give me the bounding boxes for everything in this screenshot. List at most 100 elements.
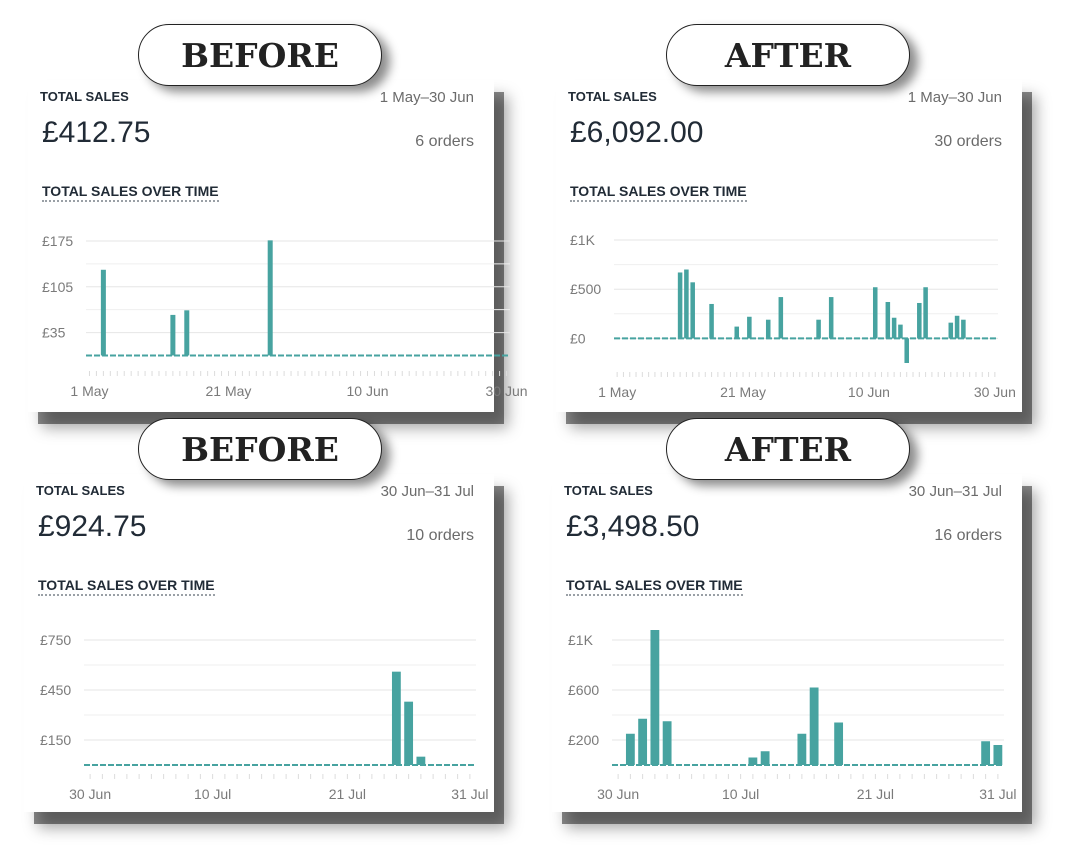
bar[interactable] [404,701,414,765]
x-tick-label: 1 May [598,384,636,400]
chart-subtitle[interactable]: TOTAL SALES OVER TIME [570,183,747,202]
bar[interactable] [765,319,771,339]
bar[interactable] [391,671,401,765]
panel-before-jun-jul: TOTAL SALES 30 Jun–31 Jul £924.75 10 ord… [24,418,524,838]
total-sales-label: TOTAL SALES [568,89,657,104]
bar[interactable] [948,322,954,339]
bar[interactable] [778,297,784,339]
sales-card: TOTAL SALES 30 Jun–31 Jul £3,498.50 16 o… [552,474,1022,812]
bar[interactable] [650,630,660,765]
before-label: BEFORE [138,24,382,86]
y-tick-label: £150 [40,732,71,748]
bar[interactable] [828,297,834,339]
x-tick-label: 30 Jun [69,786,111,802]
bar[interactable] [961,319,966,339]
sales-card: TOTAL SALES 1 May–30 Jun £6,092.00 30 or… [556,80,1022,412]
sales-chart: £150 £450 £750 30 Jun 10 Jul 21 Jul 31 Jul [40,632,489,802]
bar[interactable] [416,756,426,765]
total-sales-label: TOTAL SALES [40,89,129,104]
bar[interactable] [885,301,891,339]
total-sales-label: TOTAL SALES [36,483,125,498]
bar[interactable] [954,315,960,339]
x-tick-label: 21 May [720,384,766,400]
panel-before-may-jun: TOTAL SALES 1 May–30 Jun £412.75 6 order… [24,24,528,424]
bar[interactable] [816,319,821,339]
sales-chart: £0 £500 £1K 1 May 21 May 10 Jun 30 Jun [570,232,1016,400]
sales-chart: £35 £105 £175 1 May 21 May 10 Jun 30 Jun [42,233,528,399]
y-tick-label: £0 [570,330,586,346]
before-label: BEFORE [138,418,382,480]
bar[interactable] [709,303,714,339]
bar[interactable] [638,718,648,765]
order-count: 10 orders [406,527,474,544]
y-tick-label: £105 [42,279,73,295]
sales-chart: £200 £600 £1K 30 Jun 10 Jul 21 Jul 31 Jul [568,630,1017,802]
bar[interactable] [834,722,844,766]
chart-subtitle[interactable]: TOTAL SALES OVER TIME [42,183,219,202]
chart-subtitle[interactable]: TOTAL SALES OVER TIME [38,577,215,596]
bar[interactable] [100,269,106,356]
bar[interactable] [625,733,635,765]
order-count: 30 orders [934,133,1002,150]
bar[interactable] [684,269,689,339]
bar[interactable] [267,240,273,356]
chart-subtitle[interactable]: TOTAL SALES OVER TIME [566,577,743,596]
x-tick-label: 30 Jun [974,384,1016,400]
y-tick-label: £1K [570,232,596,248]
bar[interactable] [891,317,897,339]
y-tick-label: £175 [42,233,73,249]
date-range[interactable]: 1 May–30 Jun [379,89,474,106]
x-tick-label: 10 Jul [722,786,759,802]
date-range[interactable]: 1 May–30 Jun [907,89,1002,106]
x-tick-label: 10 Jul [194,786,231,802]
bar[interactable] [748,757,758,766]
y-tick-label: £600 [568,682,599,698]
order-count: 16 orders [934,527,1002,544]
sales-card: TOTAL SALES 30 Jun–31 Jul £924.75 10 ord… [24,474,494,812]
bar[interactable] [170,314,176,356]
total-amount: £3,498.50 [566,510,700,543]
bar[interactable] [184,310,190,356]
bar[interactable] [981,741,991,765]
bar[interactable] [690,282,695,339]
x-tick-label: 30 Jun [486,383,528,399]
total-sales-label: TOTAL SALES [564,483,653,498]
bar[interactable] [797,733,807,765]
panel-after-may-jun: TOTAL SALES 1 May–30 Jun £6,092.00 30 or… [552,24,1052,424]
x-tick-label: 10 Jun [346,383,388,399]
x-tick-label: 21 May [206,383,252,399]
total-amount: £924.75 [38,510,147,543]
bar[interactable] [747,316,752,339]
date-range[interactable]: 30 Jun–31 Jul [380,483,474,500]
bar[interactable] [760,751,770,765]
sales-card: TOTAL SALES 1 May–30 Jun £412.75 6 order… [28,80,528,412]
y-tick-label: £500 [570,281,601,297]
date-range[interactable]: 30 Jun–31 Jul [908,483,1002,500]
bar[interactable] [734,326,740,339]
x-tick-label: 31 Jul [451,786,488,802]
y-tick-label: £200 [568,732,599,748]
x-tick-label: 10 Jun [848,384,890,400]
x-tick-label: 31 Jul [979,786,1016,802]
x-tick-label: 21 Jul [329,786,366,802]
after-label: AFTER [666,24,910,86]
bar[interactable] [872,287,878,339]
panel-after-jun-jul: TOTAL SALES 30 Jun–31 Jul £3,498.50 16 o… [552,418,1052,838]
x-tick-label: 1 May [70,383,108,399]
after-label: AFTER [666,418,910,480]
x-tick-label: 30 Jun [597,786,639,802]
bar[interactable] [662,721,672,765]
total-amount: £412.75 [42,116,151,149]
x-tick-label: 21 Jul [857,786,894,802]
bar[interactable] [993,745,1003,765]
y-tick-label: £750 [40,632,71,648]
order-count: 6 orders [415,133,474,150]
bar[interactable] [809,687,819,766]
bar[interactable] [898,324,903,339]
y-tick-label: £35 [42,325,66,341]
bar[interactable] [904,338,909,363]
bar[interactable] [677,272,683,339]
bar[interactable] [917,302,922,339]
y-tick-label: £450 [40,682,71,698]
bar[interactable] [923,287,928,339]
